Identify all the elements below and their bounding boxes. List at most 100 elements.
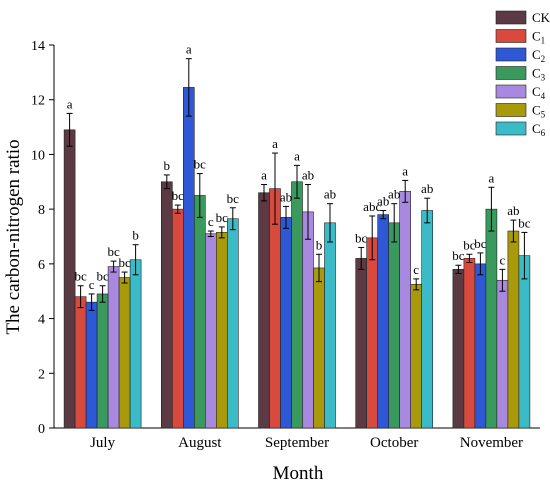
bar (474, 263, 487, 429)
x-tick-label: September (265, 435, 329, 451)
bar (161, 181, 173, 429)
legend-label: C1 (532, 29, 545, 46)
significance-label: ab (324, 187, 336, 202)
significance-label: bc (74, 269, 87, 284)
bar (194, 195, 206, 429)
significance-label: a (261, 168, 267, 183)
significance-label: bc (194, 157, 207, 172)
legend-swatch (495, 47, 527, 62)
y-tick-label: 2 (38, 367, 45, 382)
axes: 0 2 4 6 8 10 12 14 July August September October Nov… (31, 39, 540, 451)
bar (496, 279, 509, 429)
bar (118, 277, 131, 429)
bar (63, 129, 76, 429)
significance-label: ab (421, 181, 433, 196)
significance-label: ab (302, 168, 314, 183)
significance-label: c (413, 262, 419, 277)
significance-label: c (208, 214, 214, 229)
legend-label: C6 (532, 121, 546, 138)
bar (74, 296, 87, 429)
legend-swatch (495, 84, 527, 99)
legend-label: C5 (532, 103, 546, 120)
significance-label: bc (107, 244, 120, 259)
legend-swatch (495, 29, 527, 43)
significance-label: a (272, 136, 278, 151)
bar (85, 301, 98, 429)
x-tick-label: November (460, 435, 523, 451)
bar (183, 87, 195, 429)
x-axis-label: Month (273, 463, 324, 484)
bar (291, 181, 303, 429)
significance-label: ab (280, 189, 292, 204)
significance-label: ab (388, 187, 400, 202)
legend-swatch (495, 121, 527, 136)
bar (129, 259, 142, 429)
bar (302, 211, 314, 429)
bar (518, 255, 531, 429)
bar (366, 237, 379, 429)
legend-label: CK (532, 10, 550, 25)
significance-label: a (67, 96, 73, 111)
significance-label: bc (96, 269, 109, 284)
significance-label: bc (452, 248, 465, 263)
significance-label: a (294, 148, 300, 163)
legend-swatch (495, 10, 527, 25)
significance-label: bc (474, 236, 487, 251)
bar (313, 267, 325, 429)
significance-label: bc (118, 255, 131, 270)
significance-label: bc (227, 191, 240, 206)
bar (485, 208, 498, 429)
significance-label: ab (507, 203, 519, 218)
bars (63, 58, 531, 429)
significance-label: bc (463, 237, 476, 252)
bar (227, 218, 239, 429)
significance-label: b (132, 228, 139, 243)
significance-label: a (402, 163, 408, 178)
legend-swatch (495, 66, 527, 80)
bar (205, 233, 217, 429)
bar (96, 293, 109, 429)
y-tick-label: 12 (31, 94, 45, 109)
significance-label: bc (355, 230, 368, 245)
bar (216, 232, 228, 429)
legend-label: C4 (532, 84, 546, 101)
significance-label: a (489, 170, 495, 185)
y-tick-label: 4 (38, 313, 45, 328)
bar (463, 258, 476, 429)
significance-label: ab (377, 194, 389, 209)
significance-label: b (164, 158, 171, 173)
y-tick-label: 10 (31, 148, 45, 163)
bar (377, 214, 390, 429)
y-tick-label: 6 (38, 258, 45, 273)
bar (399, 191, 412, 429)
significance-label: bc (518, 215, 531, 230)
bar (324, 222, 336, 429)
bar (410, 284, 423, 429)
significance-label: b (316, 237, 323, 252)
bar (355, 258, 368, 429)
y-axis-label: The carbon-nitrogen ratio (3, 139, 24, 334)
significance-label: bc (172, 188, 185, 203)
bar (280, 217, 292, 429)
significance-label: c (89, 277, 95, 292)
significance-label: abc (363, 199, 381, 214)
bar (172, 208, 184, 429)
bar (507, 230, 520, 429)
x-tick-label: July (90, 435, 116, 451)
y-tick-label: 14 (31, 39, 45, 54)
bar (107, 266, 120, 429)
bar (388, 222, 401, 429)
legend-swatch (495, 103, 527, 117)
x-tick-label: August (178, 435, 222, 451)
legend-label: C3 (532, 66, 546, 83)
y-tick-label: 8 (38, 203, 45, 218)
significance-label: bc (216, 210, 229, 225)
y-tick-label: 0 (38, 422, 45, 437)
significance-label: a (186, 42, 192, 57)
legend-label: C2 (532, 47, 545, 64)
bar (258, 192, 270, 429)
x-tick-label: October (370, 435, 418, 451)
